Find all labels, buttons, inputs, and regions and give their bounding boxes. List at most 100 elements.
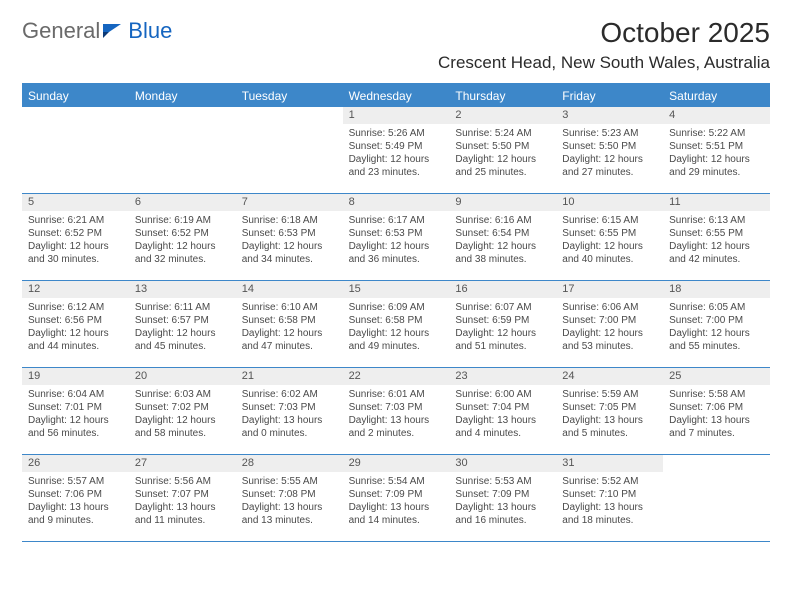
sunrise-line: Sunrise: 6:10 AM: [242, 301, 337, 314]
sunset-line: Sunset: 6:56 PM: [28, 314, 123, 327]
daylight-line: Daylight: 12 hours and 55 minutes.: [669, 327, 764, 353]
dow-header: Monday: [129, 85, 236, 107]
daylight-line: Daylight: 13 hours and 0 minutes.: [242, 414, 337, 440]
cell-body: Sunrise: 6:13 AMSunset: 6:55 PMDaylight:…: [663, 211, 770, 270]
daylight-line: Daylight: 13 hours and 5 minutes.: [562, 414, 657, 440]
day-number: [663, 455, 770, 472]
sunset-line: Sunset: 7:06 PM: [669, 401, 764, 414]
daylight-line: Daylight: 12 hours and 53 minutes.: [562, 327, 657, 353]
day-number: 17: [556, 281, 663, 298]
calendar-cell: 2Sunrise: 5:24 AMSunset: 5:50 PMDaylight…: [449, 107, 556, 193]
sunrise-line: Sunrise: 6:00 AM: [455, 388, 550, 401]
calendar-cell: 18Sunrise: 6:05 AMSunset: 7:00 PMDayligh…: [663, 281, 770, 367]
sunrise-line: Sunrise: 6:09 AM: [349, 301, 444, 314]
sunrise-line: Sunrise: 5:57 AM: [28, 475, 123, 488]
cell-body: Sunrise: 6:11 AMSunset: 6:57 PMDaylight:…: [129, 298, 236, 357]
cell-body: Sunrise: 6:19 AMSunset: 6:52 PMDaylight:…: [129, 211, 236, 270]
sunrise-line: Sunrise: 6:07 AM: [455, 301, 550, 314]
daylight-line: Daylight: 12 hours and 30 minutes.: [28, 240, 123, 266]
day-number: 25: [663, 368, 770, 385]
sunrise-line: Sunrise: 5:26 AM: [349, 127, 444, 140]
sunset-line: Sunset: 6:59 PM: [455, 314, 550, 327]
day-number: 28: [236, 455, 343, 472]
cell-body: Sunrise: 5:23 AMSunset: 5:50 PMDaylight:…: [556, 124, 663, 183]
cell-body: Sunrise: 6:00 AMSunset: 7:04 PMDaylight:…: [449, 385, 556, 444]
day-number: [22, 107, 129, 124]
cell-body: Sunrise: 6:21 AMSunset: 6:52 PMDaylight:…: [22, 211, 129, 270]
daylight-line: Daylight: 12 hours and 36 minutes.: [349, 240, 444, 266]
day-number: 22: [343, 368, 450, 385]
cell-body: Sunrise: 6:05 AMSunset: 7:00 PMDaylight:…: [663, 298, 770, 357]
day-number: 24: [556, 368, 663, 385]
daylight-line: Daylight: 12 hours and 32 minutes.: [135, 240, 230, 266]
calendar-cell: 3Sunrise: 5:23 AMSunset: 5:50 PMDaylight…: [556, 107, 663, 193]
calendar-cell: [663, 455, 770, 541]
sunset-line: Sunset: 6:53 PM: [242, 227, 337, 240]
daylight-line: Daylight: 13 hours and 9 minutes.: [28, 501, 123, 527]
calendar-cell: 26Sunrise: 5:57 AMSunset: 7:06 PMDayligh…: [22, 455, 129, 541]
sunrise-line: Sunrise: 6:18 AM: [242, 214, 337, 227]
calendar-cell: 28Sunrise: 5:55 AMSunset: 7:08 PMDayligh…: [236, 455, 343, 541]
day-number: [236, 107, 343, 124]
daylight-line: Daylight: 12 hours and 47 minutes.: [242, 327, 337, 353]
calendar-cell: [22, 107, 129, 193]
cell-body: Sunrise: 6:16 AMSunset: 6:54 PMDaylight:…: [449, 211, 556, 270]
day-number: 26: [22, 455, 129, 472]
dow-header: Thursday: [449, 85, 556, 107]
daylight-line: Daylight: 12 hours and 45 minutes.: [135, 327, 230, 353]
cell-body: Sunrise: 5:56 AMSunset: 7:07 PMDaylight:…: [129, 472, 236, 531]
daylight-line: Daylight: 12 hours and 38 minutes.: [455, 240, 550, 266]
sunrise-line: Sunrise: 6:04 AM: [28, 388, 123, 401]
sunset-line: Sunset: 5:50 PM: [455, 140, 550, 153]
sunset-line: Sunset: 6:58 PM: [242, 314, 337, 327]
daylight-line: Daylight: 12 hours and 58 minutes.: [135, 414, 230, 440]
daylight-line: Daylight: 12 hours and 25 minutes.: [455, 153, 550, 179]
cell-body: Sunrise: 6:02 AMSunset: 7:03 PMDaylight:…: [236, 385, 343, 444]
sunset-line: Sunset: 6:52 PM: [28, 227, 123, 240]
dow-header: Tuesday: [236, 85, 343, 107]
sunset-line: Sunset: 7:03 PM: [242, 401, 337, 414]
day-number: 9: [449, 194, 556, 211]
sunrise-line: Sunrise: 5:55 AM: [242, 475, 337, 488]
daylight-line: Daylight: 12 hours and 29 minutes.: [669, 153, 764, 179]
sunset-line: Sunset: 7:00 PM: [669, 314, 764, 327]
location-subtitle: Crescent Head, New South Wales, Australi…: [438, 53, 770, 73]
sunrise-line: Sunrise: 6:21 AM: [28, 214, 123, 227]
daylight-line: Daylight: 12 hours and 51 minutes.: [455, 327, 550, 353]
cell-body: Sunrise: 6:07 AMSunset: 6:59 PMDaylight:…: [449, 298, 556, 357]
calendar-cell: 7Sunrise: 6:18 AMSunset: 6:53 PMDaylight…: [236, 194, 343, 280]
cell-body: Sunrise: 5:57 AMSunset: 7:06 PMDaylight:…: [22, 472, 129, 531]
sunset-line: Sunset: 7:02 PM: [135, 401, 230, 414]
daylight-line: Daylight: 12 hours and 44 minutes.: [28, 327, 123, 353]
calendar-cell: 25Sunrise: 5:58 AMSunset: 7:06 PMDayligh…: [663, 368, 770, 454]
calendar-cell: [129, 107, 236, 193]
sunrise-line: Sunrise: 6:05 AM: [669, 301, 764, 314]
cell-body: Sunrise: 5:24 AMSunset: 5:50 PMDaylight:…: [449, 124, 556, 183]
sunrise-line: Sunrise: 6:06 AM: [562, 301, 657, 314]
sunset-line: Sunset: 7:03 PM: [349, 401, 444, 414]
day-number: [129, 107, 236, 124]
day-number: 14: [236, 281, 343, 298]
calendar-cell: 8Sunrise: 6:17 AMSunset: 6:53 PMDaylight…: [343, 194, 450, 280]
day-number: 18: [663, 281, 770, 298]
brand-logo: GeneralBlue: [22, 18, 172, 44]
day-number: 21: [236, 368, 343, 385]
sunset-line: Sunset: 7:05 PM: [562, 401, 657, 414]
day-number: 27: [129, 455, 236, 472]
cell-body: Sunrise: 6:04 AMSunset: 7:01 PMDaylight:…: [22, 385, 129, 444]
calendar-grid: SundayMondayTuesdayWednesdayThursdayFrid…: [22, 83, 770, 542]
calendar-cell: 6Sunrise: 6:19 AMSunset: 6:52 PMDaylight…: [129, 194, 236, 280]
calendar-cell: 29Sunrise: 5:54 AMSunset: 7:09 PMDayligh…: [343, 455, 450, 541]
daylight-line: Daylight: 12 hours and 56 minutes.: [28, 414, 123, 440]
calendar-cell: 15Sunrise: 6:09 AMSunset: 6:58 PMDayligh…: [343, 281, 450, 367]
sunset-line: Sunset: 5:49 PM: [349, 140, 444, 153]
calendar-cell: 23Sunrise: 6:00 AMSunset: 7:04 PMDayligh…: [449, 368, 556, 454]
daylight-line: Daylight: 13 hours and 14 minutes.: [349, 501, 444, 527]
daylight-line: Daylight: 13 hours and 18 minutes.: [562, 501, 657, 527]
sunrise-line: Sunrise: 6:11 AM: [135, 301, 230, 314]
calendar-cell: 4Sunrise: 5:22 AMSunset: 5:51 PMDaylight…: [663, 107, 770, 193]
day-number: 1: [343, 107, 450, 124]
day-number: 13: [129, 281, 236, 298]
sunset-line: Sunset: 6:52 PM: [135, 227, 230, 240]
sunrise-line: Sunrise: 5:53 AM: [455, 475, 550, 488]
